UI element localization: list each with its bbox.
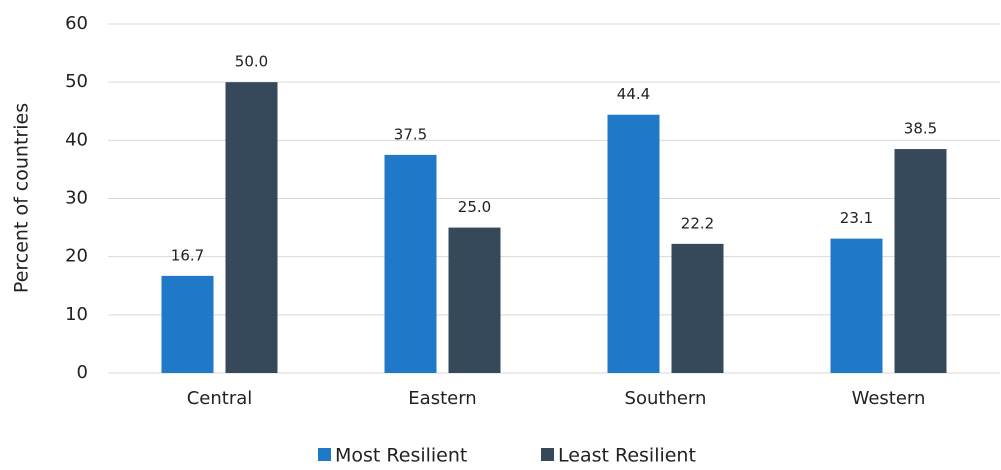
bar: [607, 114, 660, 374]
value-label: 44.4: [617, 85, 650, 103]
value-label: 22.2: [681, 214, 714, 232]
bar: [830, 238, 883, 373]
x-tick-label: Southern: [625, 388, 707, 409]
y-tick-label: 60: [65, 13, 88, 34]
bar: [161, 275, 214, 373]
x-tick-label: Western: [852, 388, 926, 409]
y-tick-label: 40: [65, 129, 88, 150]
y-tick-label: 20: [65, 246, 88, 267]
bar: [671, 243, 724, 373]
legend-label: Most Resilient: [335, 445, 467, 467]
y-axis-label: Percent of countries: [11, 103, 33, 293]
bar: [384, 154, 437, 373]
legend-swatch: [318, 448, 331, 461]
x-tick-label: Central: [187, 388, 253, 409]
y-tick-label: 0: [77, 362, 88, 383]
legend-swatch: [541, 448, 554, 461]
value-label: 50.0: [235, 53, 268, 71]
bar: [225, 82, 278, 374]
y-tick-label: 10: [65, 304, 88, 325]
bar: [894, 149, 947, 373]
value-label: 37.5: [394, 125, 427, 143]
y-tick-label: 50: [65, 71, 88, 92]
bar: [448, 227, 501, 373]
legend-label: Least Resilient: [558, 445, 696, 467]
y-tick-label: 30: [65, 188, 88, 209]
value-label: 16.7: [171, 246, 204, 264]
value-label: 38.5: [904, 120, 937, 138]
x-tick-label: Eastern: [408, 388, 476, 409]
value-label: 23.1: [840, 209, 873, 227]
value-label: 25.0: [458, 198, 491, 216]
